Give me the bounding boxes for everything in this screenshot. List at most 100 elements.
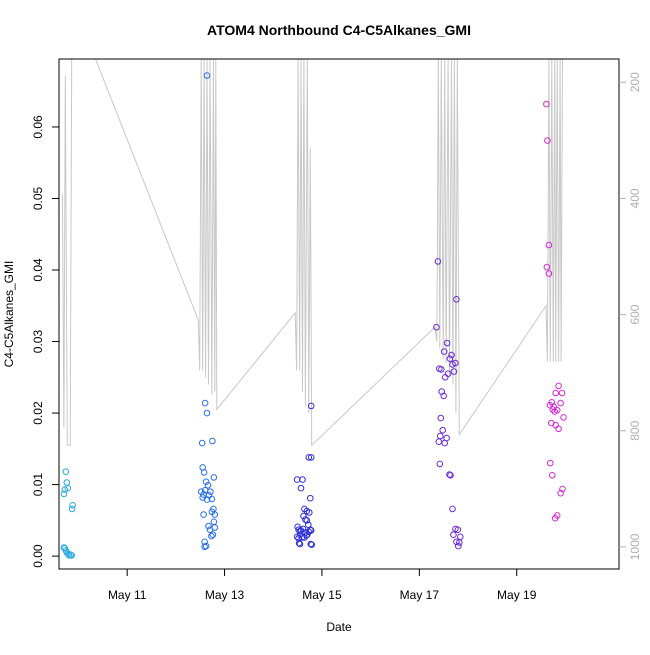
secondary-y-tick-label: 600 <box>628 304 642 324</box>
data-point <box>438 366 445 373</box>
data-point <box>208 508 216 516</box>
data-point <box>544 137 551 144</box>
secondary-y-tick-label: 400 <box>628 188 642 208</box>
data-point <box>441 439 449 447</box>
data-point <box>545 270 553 277</box>
data-point <box>433 323 440 331</box>
x-tick-label: May 13 <box>205 588 245 602</box>
x-axis: May 11 May 13 May 15 May 17 May 19 <box>108 569 537 602</box>
data-point <box>449 505 456 513</box>
data-point <box>547 459 554 467</box>
data-point <box>452 359 459 367</box>
data-point <box>204 482 212 489</box>
secondary-y-tick-label: 800 <box>628 420 642 440</box>
data-point <box>446 355 454 363</box>
y-tick-label: 0.01 <box>31 473 45 497</box>
chart-title: ATOM4 Northbound C4-C5Alkanes_GMI <box>207 22 471 38</box>
data-point <box>455 542 462 550</box>
data-point <box>555 425 562 433</box>
data-point <box>211 524 219 531</box>
x-axis-label: Date <box>326 620 352 634</box>
secondary-line-layer <box>61 59 563 447</box>
data-point <box>443 339 451 347</box>
data-point <box>453 296 460 303</box>
data-point <box>558 389 566 397</box>
plot-frame <box>58 58 620 570</box>
data-point <box>307 402 315 410</box>
y-tick-label: 0.00 <box>31 544 45 568</box>
data-point <box>203 72 211 79</box>
data-point <box>201 538 208 546</box>
y-axis-label: C4-C5Alkanes_GMI <box>2 261 16 368</box>
series-flight-1 <box>60 468 76 559</box>
data-point <box>552 389 560 397</box>
data-point <box>209 531 217 539</box>
data-point <box>549 406 557 413</box>
data-point <box>307 527 315 534</box>
data-point <box>456 539 463 546</box>
data-point <box>200 511 207 518</box>
secondary-y-axis: 200 400 600 800 1000 <box>619 72 642 560</box>
data-point <box>207 488 214 496</box>
data-point <box>435 438 443 446</box>
data-point <box>201 543 208 551</box>
data-point <box>439 426 447 434</box>
data-point <box>545 241 553 249</box>
data-point <box>448 351 455 359</box>
data-point <box>307 526 314 534</box>
data-point <box>560 414 567 421</box>
data-point <box>440 348 448 355</box>
series-flight-3 <box>293 402 316 549</box>
data-point <box>67 551 74 559</box>
series-flight-4 <box>433 258 464 550</box>
data-point <box>307 454 315 461</box>
data-point <box>69 502 76 509</box>
secondary-y-tick-label: 1000 <box>628 533 642 560</box>
data-point <box>68 505 76 513</box>
data-point <box>306 509 313 516</box>
data-point <box>62 468 70 476</box>
data-point <box>450 531 457 539</box>
data-point <box>68 552 75 559</box>
series-flight-5 <box>543 100 567 522</box>
data-point <box>297 484 305 492</box>
data-point <box>454 526 462 534</box>
x-tick-label: May 11 <box>108 588 147 602</box>
x-tick-label: May 19 <box>497 588 537 602</box>
data-point <box>303 517 311 524</box>
data-point <box>436 460 444 468</box>
data-point <box>307 540 315 548</box>
x-tick-label: May 17 <box>400 588 440 602</box>
data-point <box>301 534 308 541</box>
data-point <box>549 472 556 479</box>
data-point <box>295 539 303 547</box>
data-point <box>555 382 562 390</box>
data-point <box>434 258 442 265</box>
data-point <box>60 490 68 498</box>
data-point <box>208 532 215 540</box>
data-point <box>210 474 218 481</box>
data-point <box>557 489 564 497</box>
data-point <box>209 437 216 445</box>
data-point <box>203 409 211 417</box>
data-point <box>447 472 454 479</box>
data-point <box>202 478 210 486</box>
points-layer <box>60 72 567 559</box>
x-tick-label: May 15 <box>302 588 342 602</box>
data-point <box>299 476 306 483</box>
y-tick-label: 0.05 <box>31 186 45 210</box>
data-point <box>205 522 212 530</box>
data-point <box>201 399 209 407</box>
y-tick-label: 0.02 <box>31 401 45 425</box>
data-point <box>296 540 304 548</box>
y-tick-label: 0.03 <box>31 330 45 354</box>
data-point <box>551 514 559 522</box>
data-point <box>440 392 448 400</box>
data-point <box>307 494 314 502</box>
y-tick-label: 0.06 <box>31 115 45 139</box>
data-point <box>198 439 206 447</box>
secondary-y-tick-label: 200 <box>628 72 642 92</box>
data-point <box>305 454 313 461</box>
